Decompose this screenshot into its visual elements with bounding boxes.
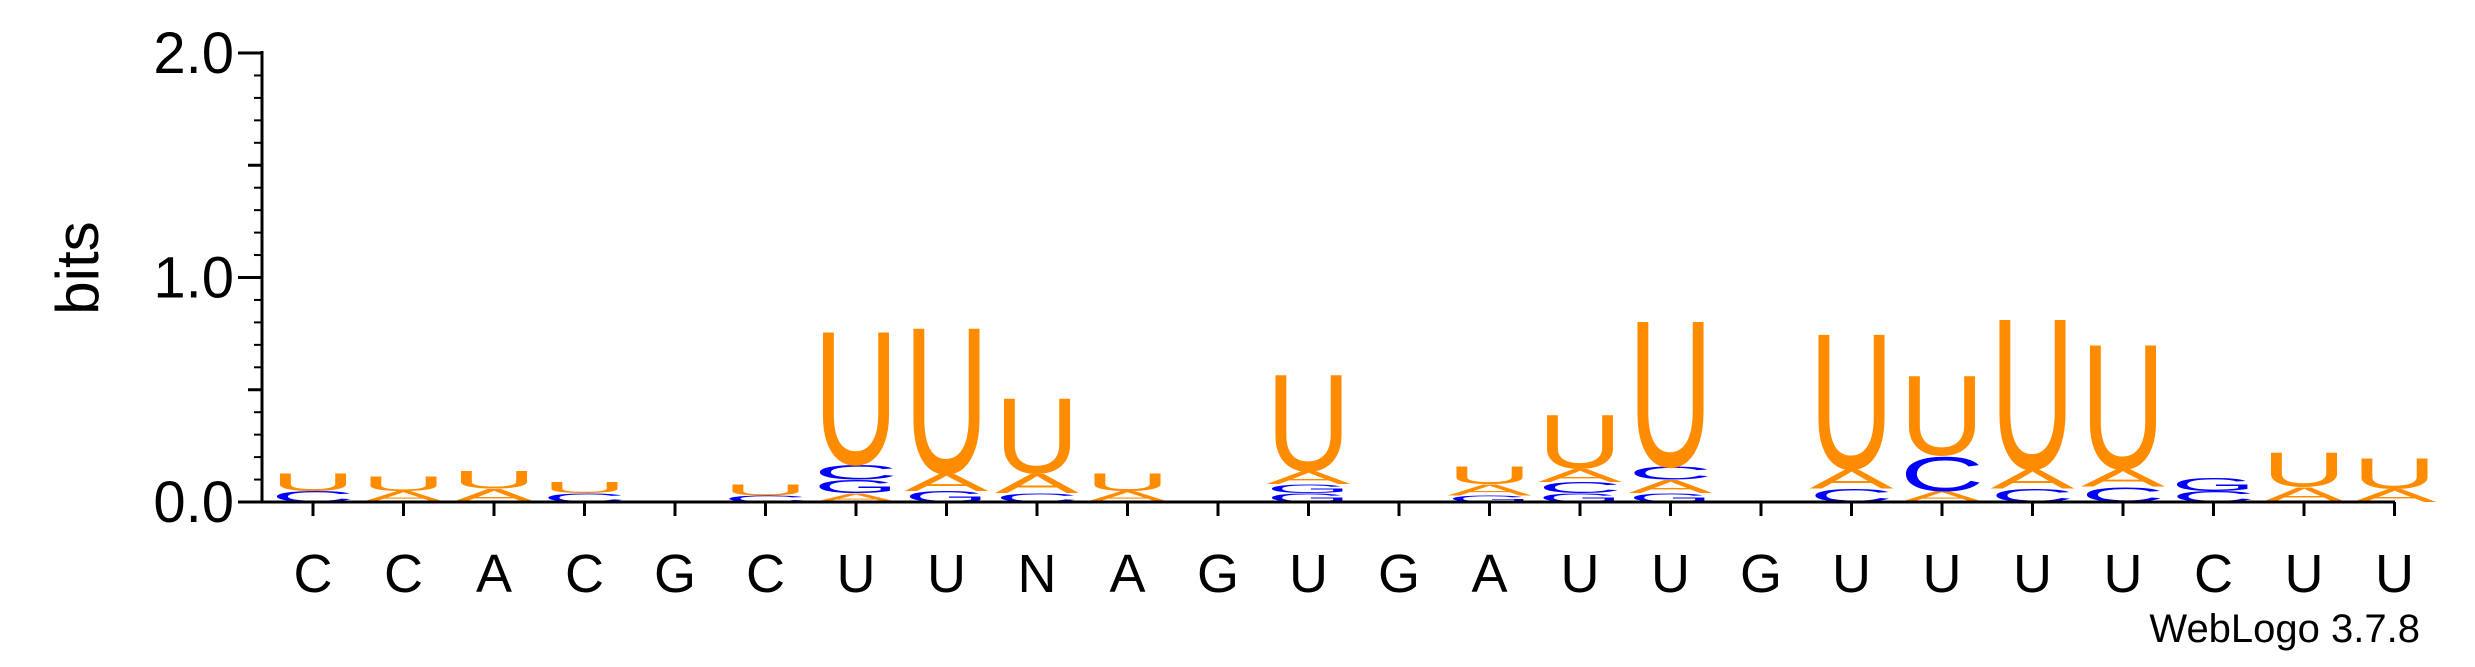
x-tick-label: U (2104, 544, 2143, 604)
x-tick-label: U (837, 544, 876, 604)
x-tick-label: C (746, 544, 785, 604)
logo-letter-c: C (1538, 479, 1622, 496)
logo-letter-a: A (1267, 468, 1351, 489)
logo-letter-a: A (1629, 477, 1713, 498)
logo-letter-u: U (361, 471, 445, 495)
x-tick-label: U (1561, 544, 1600, 604)
logo-letter-u: U (2352, 450, 2436, 498)
logo-letter-g: G (1448, 494, 1532, 504)
x-tick-label: G (1740, 544, 1782, 604)
logo-letter-a: A (1991, 464, 2075, 495)
logo-letter-u: U (1447, 462, 1531, 490)
logo-letter-u: U (1809, 292, 1893, 509)
x-tick-label: A (1471, 544, 1507, 604)
x-tick-label: U (927, 544, 966, 604)
x-tick-label: A (476, 544, 512, 604)
logo-letter-u: U (271, 469, 355, 497)
x-tick-label: C (294, 544, 333, 604)
x-tick-label: C (384, 544, 423, 604)
logo-letter-u: U (542, 479, 626, 496)
logo-letter-u: U (452, 466, 536, 494)
x-tick-label: U (1923, 544, 1962, 604)
x-tick-label: A (1109, 544, 1145, 604)
logo-letter-a: A (1538, 465, 1622, 486)
logo-letter-u: U (2262, 442, 2346, 497)
logo-letter-g: G (2172, 474, 2256, 495)
x-tick-label: U (1651, 544, 1690, 604)
logo-letter-u: U (814, 291, 898, 505)
logo-letter-g: G (814, 477, 898, 498)
logo-letter-a: A (995, 468, 1079, 499)
logo-letter-a: A (905, 469, 990, 496)
logo-letter-a: A (1447, 482, 1531, 499)
logo-letter-u: U (2081, 307, 2165, 506)
logo-letter-u: U (723, 481, 807, 498)
y-axis-label: bits (44, 221, 111, 314)
logo-letter-u: U (1266, 346, 1350, 501)
x-tick-label: G (1197, 544, 1239, 604)
x-tick-label: G (654, 544, 696, 604)
logo-letter-u: U (904, 284, 988, 518)
x-tick-label: U (2285, 544, 2324, 604)
weblogo-credit: WebLogo 3.7.8 (2149, 607, 2420, 651)
x-tick-label: U (1289, 544, 1328, 604)
logo-letter-a: A (2081, 464, 2166, 491)
logo-letter-a: A (1810, 464, 1894, 495)
logo-letter-c: C (1628, 463, 1712, 484)
logo-letter-c: C (1900, 446, 1984, 501)
x-tick-label: C (565, 544, 604, 604)
logo-letter-u: U (1628, 277, 1712, 511)
logo-letter-u: U (995, 375, 1079, 496)
y-tick-label: 1.0 (153, 246, 234, 311)
logo-letter-u: U (1085, 469, 1169, 497)
logo-letter-c: C (814, 460, 898, 484)
y-axis: 0.0 1.0 2.0 (153, 21, 264, 535)
x-tick-label: U (2375, 544, 2414, 604)
x-tick-label: U (2013, 544, 2052, 604)
logo-letter-u: U (1990, 273, 2074, 514)
logo-letter-g: G (1267, 482, 1351, 496)
y-tick-label: 0.0 (153, 470, 234, 535)
logo-letter-u: U (1900, 353, 1984, 480)
logo-letter-c: C (723, 494, 807, 504)
logo-letter-u: U (1538, 399, 1622, 485)
x-tick-label: C (2194, 544, 2233, 604)
y-tick-label: 2.0 (153, 21, 234, 86)
x-tick-label: U (1832, 544, 1871, 604)
x-tick-label: N (1018, 544, 1057, 604)
x-tick-label: G (1378, 544, 1420, 604)
